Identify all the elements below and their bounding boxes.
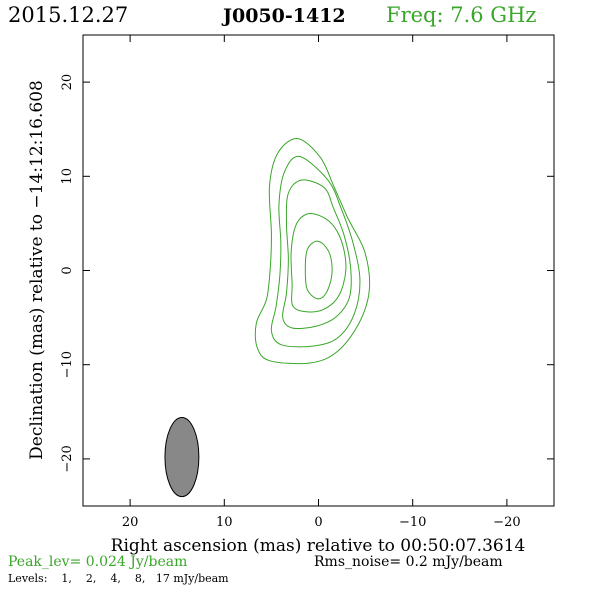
x-tick-label: 10	[216, 515, 233, 530]
plot-frame	[82, 34, 555, 507]
beam-ellipse	[164, 416, 200, 498]
beam-group	[164, 416, 200, 498]
peak-level-text: Peak_lev= 0.024 Jy/beam	[8, 554, 187, 570]
y-tick-label: 0	[60, 266, 75, 274]
y-tick-label: 10	[60, 168, 75, 185]
contour-level-2	[270, 155, 361, 348]
source-name: J0050-1412	[221, 5, 346, 27]
y-tick-label: 20	[60, 74, 75, 91]
y-tick-label: −10	[60, 351, 75, 378]
axis-ticks	[83, 35, 554, 506]
x-tick-label: 20	[122, 515, 139, 530]
y-tick-label: −20	[60, 445, 75, 472]
rms-noise-text: Rms_noise= 0.2 mJy/beam	[314, 554, 503, 570]
contour-level-8	[290, 213, 347, 313]
levels-text: Levels: 1, 2, 4, 8, 17 mJy/beam	[8, 572, 229, 585]
axis-tick-labels: 20 10 0 −10 −20 −20 −10 0 10 20	[60, 74, 521, 530]
contour-level-17	[304, 240, 333, 300]
contour-level-4	[282, 179, 352, 330]
x-tick-label: −10	[399, 515, 426, 530]
date-label: 2015.12.27	[8, 3, 128, 27]
x-tick-label: 0	[314, 515, 322, 530]
x-axis-label: Right ascension (mas) relative to 00:50:…	[111, 536, 526, 556]
freq-label: Freq: 7.6 GHz	[386, 3, 536, 27]
x-tick-label: −20	[493, 515, 520, 530]
contour-group	[254, 138, 371, 365]
contour-level-1	[254, 138, 371, 365]
y-axis-label: Declination (mas) relative to −14:12:16.…	[27, 80, 47, 460]
